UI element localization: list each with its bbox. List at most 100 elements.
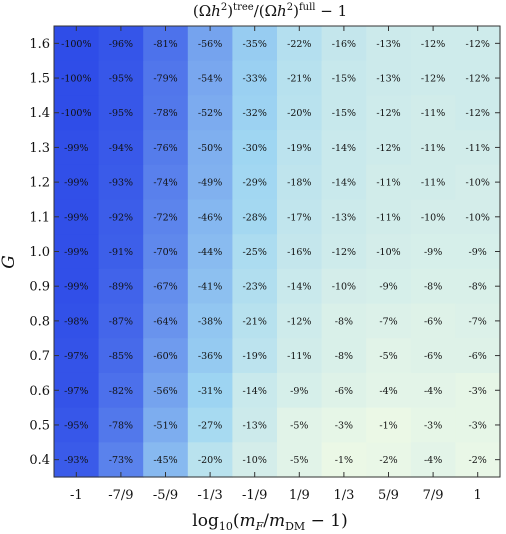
heatmap-cell bbox=[277, 372, 323, 409]
cell-value-label: -5% bbox=[290, 455, 308, 466]
cell-value-label: -76% bbox=[153, 143, 177, 154]
cell-value-label: -89% bbox=[109, 282, 133, 293]
cell-value-label: -99% bbox=[64, 212, 88, 223]
x-tick-label: -1 bbox=[70, 488, 83, 503]
heatmap-cell bbox=[232, 372, 278, 409]
heatmap-cell bbox=[143, 442, 189, 478]
heatmap-cell bbox=[455, 372, 501, 409]
heatmap-cell bbox=[143, 199, 189, 235]
cell-value-label: -13% bbox=[243, 420, 267, 431]
heatmap-cell bbox=[98, 338, 144, 374]
heatmap-cell bbox=[277, 442, 323, 478]
cell-value-label: -6% bbox=[469, 351, 487, 362]
heatmap-cell bbox=[366, 268, 412, 305]
heatmap-cell bbox=[366, 234, 412, 270]
x-tick-label: 1/9 bbox=[289, 488, 310, 503]
heatmap-cell bbox=[366, 95, 412, 131]
x-tick-label: -1/9 bbox=[242, 488, 267, 503]
heatmap-cell bbox=[410, 407, 456, 443]
cell-value-label: -74% bbox=[153, 178, 177, 189]
heatmap-cell bbox=[277, 26, 323, 62]
cell-value-label: -4% bbox=[424, 455, 442, 466]
heatmap-cell bbox=[54, 199, 100, 235]
heatmap-cell bbox=[410, 130, 456, 166]
heatmap-cell bbox=[232, 338, 278, 374]
heatmap-cell bbox=[410, 95, 456, 131]
heatmap-cell bbox=[410, 234, 456, 270]
cell-value-label: -73% bbox=[109, 455, 133, 466]
cell-value-label: -81% bbox=[153, 39, 177, 50]
heatmap-cell bbox=[366, 338, 412, 374]
heatmap-cell bbox=[277, 338, 323, 374]
heatmap-cell bbox=[321, 268, 367, 305]
cell-value-label: -31% bbox=[198, 386, 222, 397]
x-tick-label: 1/3 bbox=[333, 488, 354, 503]
heatmap-cell bbox=[455, 338, 501, 374]
cell-value-label: -9% bbox=[290, 386, 308, 397]
heatmap-cell bbox=[232, 407, 278, 443]
heatmap-cell bbox=[455, 303, 501, 339]
cell-value-label: -16% bbox=[287, 247, 311, 258]
cell-value-label: -85% bbox=[109, 351, 133, 362]
cell-value-label: -44% bbox=[198, 247, 222, 258]
heatmap-cell bbox=[455, 130, 501, 166]
heatmap-cell bbox=[232, 442, 278, 478]
heatmap-cell bbox=[455, 442, 501, 478]
heatmap-cells bbox=[54, 26, 501, 478]
heatmap-cell bbox=[410, 26, 456, 62]
cell-value-label: -15% bbox=[332, 108, 356, 119]
cell-value-label: -5% bbox=[290, 420, 308, 431]
cell-value-label: -8% bbox=[335, 316, 353, 327]
heatmap-cell bbox=[455, 26, 501, 62]
cell-value-label: -78% bbox=[109, 420, 133, 431]
y-tick-label: 1.2 bbox=[29, 176, 50, 191]
heatmap-cell bbox=[410, 338, 456, 374]
cell-value-label: -10% bbox=[243, 455, 267, 466]
cell-value-label: -11% bbox=[376, 178, 400, 189]
y-axis-label: G bbox=[0, 255, 19, 269]
cell-value-label: -11% bbox=[287, 351, 311, 362]
cell-value-label: -12% bbox=[376, 143, 400, 154]
heatmap-cell bbox=[410, 372, 456, 409]
cell-value-label: -38% bbox=[198, 316, 222, 327]
cell-value-label: -46% bbox=[198, 212, 222, 223]
heatmap-cell bbox=[455, 407, 501, 443]
cell-value-label: -99% bbox=[64, 282, 88, 293]
cell-value-label: -11% bbox=[421, 178, 445, 189]
heatmap-cell bbox=[143, 164, 189, 201]
cell-value-label: -11% bbox=[421, 143, 445, 154]
heatmap-cell bbox=[54, 130, 100, 166]
cell-value-label: -21% bbox=[243, 316, 267, 327]
heatmap-cell bbox=[187, 442, 233, 478]
heatmap-cell bbox=[187, 95, 233, 131]
cell-value-label: -1% bbox=[335, 455, 353, 466]
heatmap-cell bbox=[232, 234, 278, 270]
cell-value-label: -14% bbox=[332, 143, 356, 154]
heatmap-cell bbox=[366, 407, 412, 443]
heatmap-cell bbox=[366, 164, 412, 201]
y-tick-labels: 1.6 1.5 1.4 1.3 1.2 1.1 1.0 0.9 0.8 0.7 0.6 0.5 0.4 bbox=[29, 37, 50, 468]
heatmap-cell bbox=[455, 268, 501, 305]
cell-value-label: -7% bbox=[469, 316, 487, 327]
cell-value-label: -12% bbox=[421, 74, 445, 85]
heatmap-cell bbox=[98, 442, 144, 478]
y-tick-label: 0.5 bbox=[29, 418, 50, 433]
heatmap-cell bbox=[232, 164, 278, 201]
cell-value-label: -5% bbox=[379, 351, 397, 362]
cell-value-label: -49% bbox=[198, 178, 222, 189]
heatmap-cell bbox=[54, 95, 100, 131]
y-tick-label: 1.0 bbox=[29, 245, 50, 260]
heatmap-cell bbox=[54, 338, 100, 374]
heatmap-cell bbox=[143, 60, 189, 96]
cell-value-label: -13% bbox=[376, 74, 400, 85]
heatmap-cell bbox=[54, 303, 100, 339]
cell-value-label: -14% bbox=[287, 282, 311, 293]
cell-value-label: -22% bbox=[287, 39, 311, 50]
cell-value-label: -64% bbox=[153, 316, 177, 327]
cell-value-label: -95% bbox=[64, 420, 88, 431]
cell-value-label: -11% bbox=[376, 212, 400, 223]
axis-ticks bbox=[54, 26, 500, 477]
cell-value-label: -10% bbox=[466, 178, 490, 189]
cell-value-label: -4% bbox=[379, 386, 397, 397]
